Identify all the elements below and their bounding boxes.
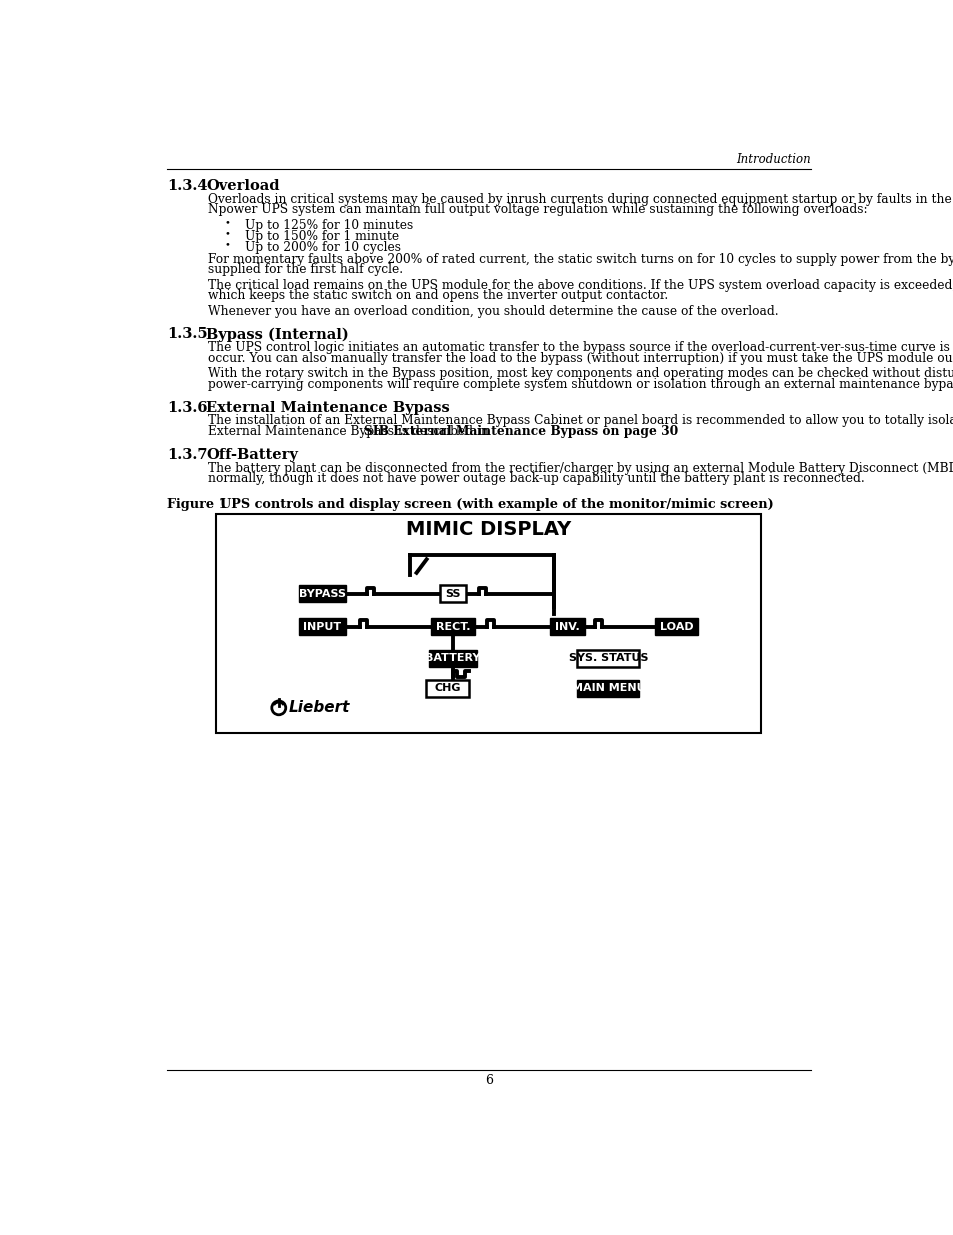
Text: Up to 150% for 1 minute: Up to 150% for 1 minute bbox=[245, 230, 398, 243]
Text: 1.3.6: 1.3.6 bbox=[167, 400, 208, 415]
Text: Up to 200% for 10 cycles: Up to 200% for 10 cycles bbox=[245, 241, 400, 254]
Text: Overload: Overload bbox=[206, 179, 279, 193]
Text: Bypass (Internal): Bypass (Internal) bbox=[206, 327, 349, 342]
Text: Introduction: Introduction bbox=[735, 153, 810, 165]
Text: power-carrying components will require complete system shutdown or isolation thr: power-carrying components will require c… bbox=[208, 378, 953, 390]
Bar bbox=[429, 650, 476, 667]
Text: •: • bbox=[225, 241, 231, 249]
Bar bbox=[299, 585, 345, 603]
Text: UPS controls and display screen (with example of the monitor/mimic screen): UPS controls and display screen (with ex… bbox=[202, 498, 773, 511]
Text: INV.: INV. bbox=[555, 621, 579, 631]
Text: normally, though it does not have power outage back-up capability until the batt: normally, though it does not have power … bbox=[208, 472, 864, 485]
Bar bbox=[431, 619, 475, 635]
Text: Liebert: Liebert bbox=[289, 700, 350, 715]
Text: •: • bbox=[225, 217, 231, 227]
Text: 1.3.4: 1.3.4 bbox=[167, 179, 208, 193]
Text: 6: 6 bbox=[484, 1074, 493, 1087]
Text: Figure 1: Figure 1 bbox=[167, 498, 228, 511]
Bar bbox=[577, 650, 639, 667]
Bar bbox=[550, 619, 584, 635]
Bar bbox=[299, 619, 345, 635]
Text: INPUT: INPUT bbox=[303, 621, 341, 631]
Text: MAIN MENU: MAIN MENU bbox=[571, 683, 644, 693]
Text: Whenever you have an overload condition, you should determine the cause of the o: Whenever you have an overload condition,… bbox=[208, 305, 779, 317]
Text: LOAD: LOAD bbox=[659, 621, 693, 631]
Text: The critical load remains on the UPS module for the above conditions. If the UPS: The critical load remains on the UPS mod… bbox=[208, 279, 953, 291]
Text: 1.3.5: 1.3.5 bbox=[167, 327, 208, 341]
Text: The installation of an External Maintenance Bypass Cabinet or panel board is rec: The installation of an External Maintena… bbox=[208, 414, 953, 427]
Bar bbox=[216, 514, 760, 734]
Text: .: . bbox=[513, 425, 517, 438]
Text: Overloads in critical systems may be caused by inrush currents during connected : Overloads in critical systems may be cau… bbox=[208, 193, 953, 206]
Text: External Maintenance Bypass: External Maintenance Bypass bbox=[206, 400, 449, 415]
Text: BATTERY: BATTERY bbox=[425, 653, 480, 663]
Text: supplied for the first half cycle.: supplied for the first half cycle. bbox=[208, 263, 403, 277]
Text: •: • bbox=[225, 230, 231, 238]
Bar bbox=[426, 679, 469, 697]
Text: 1.3.7: 1.3.7 bbox=[167, 448, 208, 462]
Text: Npower UPS system can maintain full output voltage regulation while sustaining t: Npower UPS system can maintain full outp… bbox=[208, 204, 867, 216]
Text: which keeps the static switch on and opens the inverter output contactor.: which keeps the static switch on and ope… bbox=[208, 289, 668, 303]
Text: BYPASS: BYPASS bbox=[298, 589, 346, 599]
Text: RECT.: RECT. bbox=[436, 621, 470, 631]
Text: External Maintenance Bypass is described in: External Maintenance Bypass is described… bbox=[208, 425, 493, 438]
Text: The UPS control logic initiates an automatic transfer to the bypass source if th: The UPS control logic initiates an autom… bbox=[208, 341, 953, 354]
Bar bbox=[439, 585, 466, 603]
Text: SIB External Maintenance Bypass on page 30: SIB External Maintenance Bypass on page … bbox=[364, 425, 678, 438]
Text: CHG: CHG bbox=[434, 683, 460, 693]
Text: With the rotary switch in the Bypass position, most key components and operating: With the rotary switch in the Bypass pos… bbox=[208, 367, 953, 380]
Bar bbox=[654, 619, 698, 635]
Text: For momentary faults above 200% of rated current, the static switch turns on for: For momentary faults above 200% of rated… bbox=[208, 253, 953, 266]
Text: SYS. STATUS: SYS. STATUS bbox=[568, 653, 647, 663]
Text: occur. You can also manually transfer the load to the bypass (without interrupti: occur. You can also manually transfer th… bbox=[208, 352, 953, 364]
Text: Up to 125% for 10 minutes: Up to 125% for 10 minutes bbox=[245, 219, 413, 232]
Text: MIMIC DISPLAY: MIMIC DISPLAY bbox=[405, 520, 571, 538]
Text: Off-Battery: Off-Battery bbox=[206, 448, 297, 462]
Text: SS: SS bbox=[445, 589, 460, 599]
Text: The battery plant can be disconnected from the rectifier/charger by using an ext: The battery plant can be disconnected fr… bbox=[208, 462, 953, 474]
Bar bbox=[577, 679, 639, 697]
